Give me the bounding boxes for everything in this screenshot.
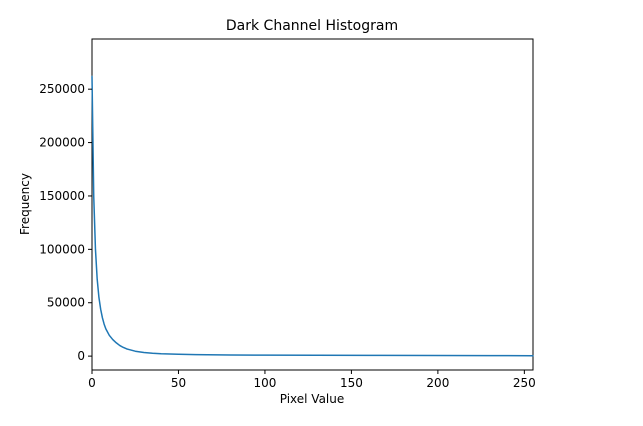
y-axis: 0 50000 100000 150000 200000 250000	[39, 82, 92, 363]
x-tick-label: 150	[340, 376, 363, 390]
x-tick-label: 0	[88, 376, 96, 390]
y-tick-label: 150000	[39, 189, 85, 203]
y-tick-label: 50000	[47, 296, 85, 310]
x-axis: 0 50 100 150 200 250	[88, 370, 536, 390]
plot-frame	[91, 38, 534, 371]
plot-area	[91, 38, 534, 371]
y-tick-label: 250000	[39, 82, 85, 96]
x-tick-label: 50	[171, 376, 186, 390]
x-tick-label: 100	[253, 376, 276, 390]
x-tick-label: 250	[513, 376, 536, 390]
y-axis-label: Frequency	[18, 173, 32, 235]
chart-title: Dark Channel Histogram	[226, 18, 398, 34]
x-axis-label: Pixel Value	[280, 392, 345, 406]
x-tick-label: 200	[426, 376, 449, 390]
series-line	[91, 75, 534, 357]
y-tick-label: 100000	[39, 242, 85, 256]
y-tick-label: 200000	[39, 136, 85, 150]
y-tick-label: 0	[77, 349, 85, 363]
